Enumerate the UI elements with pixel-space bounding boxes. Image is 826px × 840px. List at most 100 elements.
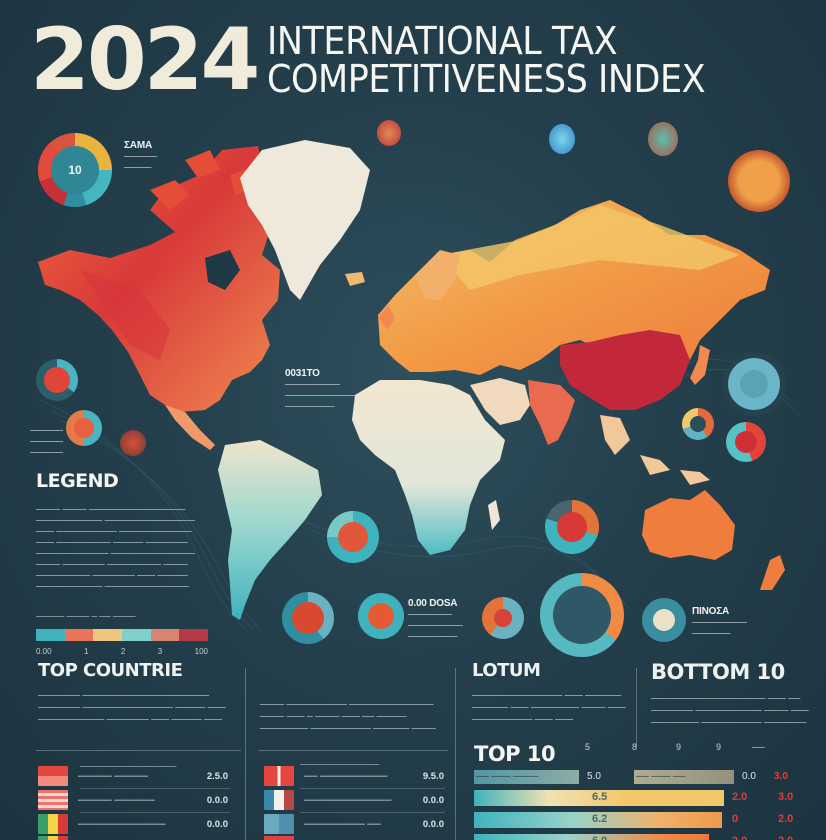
panel-middle: ──── ────────── ────────────── ──── ─── …	[260, 690, 450, 734]
row-divider	[80, 812, 230, 813]
flag-icon	[264, 766, 294, 786]
donut-icon-bottom-4	[642, 598, 686, 642]
panel-title: LOTUM	[472, 660, 541, 681]
legend-swatch	[36, 629, 65, 641]
bar-column-header: ──	[752, 742, 765, 752]
panel-description: ─────────────────── ─── ── ─────── ─────…	[651, 693, 809, 727]
donut-icon-right-3	[726, 422, 766, 462]
table-row[interactable]: ───────────── 0.0.0	[264, 789, 444, 811]
table-row[interactable]: ───────── ── 0.0.0	[264, 813, 444, 835]
donut-icon-left-3	[120, 430, 146, 456]
row-divider	[300, 788, 445, 789]
bar-fill	[474, 790, 724, 806]
donut-chart-top-left: 10	[38, 133, 112, 207]
badge-icon-4	[728, 150, 790, 212]
donut-center-value: 10	[51, 146, 99, 194]
title-block: INTERNATIONAL TAX COMPETITIVENESS INDEX	[267, 22, 743, 98]
small-label-left: ────── ────── ──────	[30, 426, 63, 457]
bottom-info-label-1: 0.00 DOSA ──────── ────────── ─────────	[408, 598, 463, 641]
panel-divider	[455, 668, 456, 840]
flag-icon	[38, 790, 68, 810]
panel-divider	[636, 668, 637, 748]
flag-icon	[264, 790, 294, 810]
legend-title: LEGEND	[36, 470, 119, 492]
row-divider	[80, 788, 230, 789]
badge-icon-2	[549, 124, 575, 154]
panel-divider	[245, 668, 246, 840]
panel-bottom-10: BOTTOM 10 ─────────────────── ─── ── ───…	[651, 660, 821, 728]
legend-swatch	[64, 629, 94, 641]
donut-icon-right-2	[682, 408, 714, 440]
badge-icon-3	[648, 122, 678, 156]
legend-color-scale	[36, 629, 209, 641]
bar-column-header: 8	[632, 742, 638, 752]
bar-row[interactable]: 6.0 2.0 2.0	[474, 834, 814, 840]
panel-title: BOTTOM 10	[651, 660, 785, 684]
donut-icon-mid-1	[327, 511, 379, 563]
region-india	[528, 380, 575, 445]
world-map	[38, 140, 796, 630]
panel-description: ─────────────── ─── ────── ────── ─── ──…	[472, 690, 626, 724]
bar-column-header: 9	[716, 742, 722, 752]
legend-description: ──── ──── ──────────────── ─────────── ─…	[36, 504, 195, 591]
donut-icon-left-2	[66, 410, 102, 446]
table-caption: ─────────────────	[80, 762, 177, 771]
bar-row[interactable]: 6.2 0 2.0	[474, 812, 814, 828]
table-row[interactable]: ── ────────── 9.5.0	[264, 765, 444, 787]
donut-chart-bottom-large	[540, 573, 624, 657]
region-south-america	[218, 440, 322, 620]
donut-icon-mid-2	[545, 500, 599, 554]
legend-ticks: 0.00 1 2 3 100	[36, 647, 208, 656]
center-info-label: 0031TO ────────── ───────────── ────────…	[285, 368, 357, 411]
legend-swatch	[93, 629, 123, 641]
panel-title: TOP COUNTRIE	[38, 660, 183, 681]
legend-swatch	[150, 629, 180, 641]
region-australia	[642, 490, 735, 560]
table-row[interactable]: ───────────── 0.0.0	[38, 813, 228, 835]
donut-icon-bottom-3	[482, 597, 524, 639]
region-north-america	[38, 146, 280, 412]
title-line-2: COMPETITIVENESS INDEX	[267, 57, 706, 101]
legend-scale-caption: ───── ──── ─ ── ────	[36, 612, 136, 621]
bar-fill	[474, 812, 722, 828]
region-africa	[352, 380, 505, 555]
panel-top-countries: TOP COUNTRIE ─────── ───────────────────…	[38, 660, 238, 725]
panel-divider	[36, 750, 241, 751]
panel-divider	[258, 750, 448, 751]
table-row[interactable]: ───── ───── 2.5.0	[38, 765, 228, 787]
donut-label-top-left: ΣΑΜΑ ────── ─────	[124, 140, 157, 172]
header: 2024 INTERNATIONAL TAX COMPETITIVENESS I…	[30, 10, 744, 110]
badge-icon-1	[377, 120, 401, 146]
region-china	[560, 330, 690, 410]
panel-description: ─────── ───────────────────── ─────── ──…	[38, 690, 226, 724]
region-new-zealand	[760, 555, 785, 590]
title-line-1: INTERNATIONAL TAX	[267, 19, 618, 63]
flag-icon	[264, 814, 294, 834]
legend-swatch	[122, 629, 151, 641]
region-greenland	[240, 140, 370, 300]
panel-lotum: LOTUM ─────────────── ─── ────── ────── …	[472, 660, 632, 725]
bar-header-row: ── ─── ──── 5.0 ── ─── ── 0.0 3.0	[474, 770, 788, 784]
flag-icon	[38, 766, 68, 786]
legend: LEGEND ──── ──── ──────────────── ──────…	[36, 470, 209, 656]
table-row[interactable]: ───── ────── 0.0.0	[38, 789, 228, 811]
flag-icon	[264, 836, 294, 840]
donut-icon-right-1	[728, 358, 780, 410]
flag-icon	[38, 836, 68, 840]
legend-swatch	[179, 629, 209, 641]
bottom-info-label-2: ΠΙΝΟΣΑ ────────── ───────	[692, 606, 747, 638]
flag-icon	[38, 814, 68, 834]
bar-column-header: 9	[676, 742, 682, 752]
row-divider	[300, 812, 445, 813]
bar-column-header: 5	[585, 742, 591, 752]
table-caption: ──────────────	[300, 760, 380, 769]
donut-icon-left-1	[36, 359, 78, 401]
panel-description: ──── ────────── ────────────── ──── ─── …	[260, 699, 436, 733]
top-10-title: TOP 10	[474, 742, 556, 766]
donut-icon-bottom-1	[282, 592, 334, 644]
donut-icon-bottom-2	[358, 593, 404, 639]
bar-fill	[474, 834, 709, 840]
bar-row[interactable]: 6.5 2.0 3.0	[474, 790, 814, 806]
year-heading: 2024	[30, 10, 260, 110]
